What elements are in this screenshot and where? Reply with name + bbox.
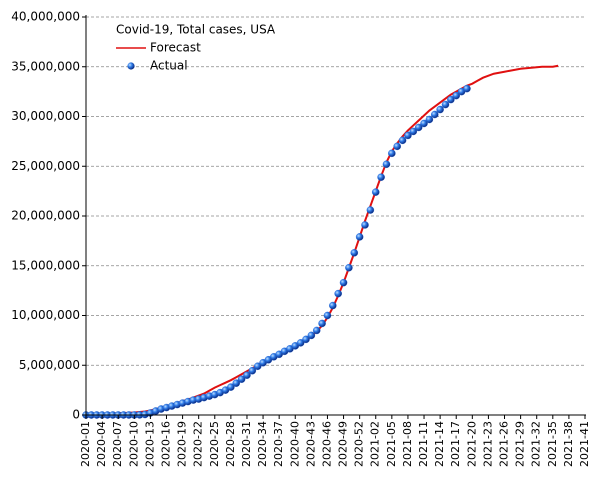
y-tick-label: 20,000,000 bbox=[11, 209, 80, 223]
actual-point bbox=[420, 119, 428, 128]
actual-point bbox=[366, 206, 375, 214]
x-tick-label: 2021-35 bbox=[546, 421, 559, 467]
x-tick-label: 2021-41 bbox=[578, 421, 591, 467]
actual-point bbox=[452, 91, 460, 100]
legend-label: Forecast bbox=[150, 41, 201, 55]
actual-point bbox=[425, 115, 434, 124]
x-tick-label: 2021-29 bbox=[514, 421, 527, 467]
plot bbox=[82, 64, 559, 419]
y-tick-label: 15,000,000 bbox=[11, 258, 80, 272]
x-tick-label: 2020-07 bbox=[111, 421, 124, 467]
actual-point bbox=[323, 311, 332, 320]
x-tick-label: 2021-38 bbox=[562, 421, 575, 467]
y-tick-label: 40,000,000 bbox=[11, 10, 80, 24]
actual-point bbox=[382, 160, 391, 169]
actual-point bbox=[302, 335, 310, 344]
x-tick-label: 2020-22 bbox=[192, 421, 205, 467]
y-tick-label: 10,000,000 bbox=[11, 308, 80, 322]
x-tick-label: 2021-26 bbox=[498, 421, 511, 467]
actual-point bbox=[441, 100, 450, 109]
actual-point bbox=[253, 362, 262, 370]
x-tick-label: 2021-20 bbox=[465, 421, 478, 467]
actual-point bbox=[355, 233, 364, 241]
actual-point bbox=[414, 123, 423, 132]
y-tick-label: 25,000,000 bbox=[11, 159, 80, 173]
actual-point bbox=[350, 249, 359, 257]
actual-point bbox=[334, 289, 342, 298]
x-tick-label: 2021-02 bbox=[369, 421, 382, 467]
actual-point bbox=[345, 263, 353, 272]
x-tick-label: 2020-37 bbox=[272, 421, 285, 467]
grid bbox=[86, 16, 585, 416]
actual-point bbox=[227, 383, 235, 391]
x-tick-label: 2020-13 bbox=[143, 421, 156, 467]
actual-point bbox=[371, 188, 380, 196]
y-tick-label: 35,000,000 bbox=[11, 59, 80, 73]
x-tick-label: 2020-46 bbox=[320, 421, 333, 467]
x-tick-label: 2020-34 bbox=[256, 421, 269, 467]
y-tick-label: 30,000,000 bbox=[11, 109, 80, 123]
x-tick-label: 2020-28 bbox=[224, 421, 237, 467]
x-tick-label: 2021-11 bbox=[417, 421, 430, 467]
x-tick-label: 2021-14 bbox=[433, 421, 446, 467]
x-tick-label: 2020-49 bbox=[337, 421, 350, 467]
actual-point bbox=[312, 326, 321, 335]
x-tick-label: 2021-23 bbox=[481, 421, 494, 467]
actual-point bbox=[296, 339, 305, 347]
actual-point bbox=[329, 301, 337, 310]
actual-point bbox=[431, 110, 439, 119]
x-tick-label: 2020-10 bbox=[127, 421, 140, 467]
x-tick-label: 2020-40 bbox=[288, 421, 301, 467]
x-tick-label: 2020-52 bbox=[353, 421, 366, 467]
actual-point bbox=[409, 127, 418, 136]
x-tick-label: 2020-43 bbox=[304, 421, 317, 467]
actual-point bbox=[361, 221, 369, 229]
legend-label: Actual bbox=[150, 59, 188, 73]
x-tick-label: 2020-01 bbox=[79, 421, 92, 467]
x-tick-label: 2020-19 bbox=[176, 421, 189, 467]
legend-marker bbox=[127, 62, 135, 70]
x-tick-label: 2021-17 bbox=[449, 421, 462, 467]
legend: Forecast Actual bbox=[116, 41, 201, 73]
actual-point bbox=[393, 142, 401, 151]
x-tick-label: 2020-31 bbox=[240, 421, 253, 467]
x-tick-label: 2020-16 bbox=[159, 421, 172, 467]
actual-point bbox=[447, 95, 455, 104]
x-tick-label: 2020-25 bbox=[208, 421, 221, 467]
y-tick-label: 5,000,000 bbox=[19, 358, 80, 372]
actual-point bbox=[243, 371, 251, 379]
y-tick-label: 0 bbox=[72, 408, 80, 422]
legend-title: Covid-19, Total cases, USA bbox=[116, 23, 276, 37]
x-tick-label: 2021-05 bbox=[385, 421, 398, 467]
x-tick-label: 2021-32 bbox=[530, 421, 543, 467]
actual-point bbox=[404, 131, 412, 140]
actual-point bbox=[377, 173, 385, 181]
actual-point bbox=[248, 366, 257, 375]
actual-point bbox=[388, 149, 396, 158]
actual-point bbox=[436, 105, 444, 114]
actual-point bbox=[463, 84, 471, 93]
actual-point bbox=[339, 278, 348, 287]
actual-point bbox=[398, 136, 407, 145]
actual-point bbox=[237, 375, 246, 383]
forecast-line bbox=[86, 64, 559, 415]
actual-point bbox=[318, 319, 326, 328]
x-tick-label: 2021-08 bbox=[401, 421, 414, 467]
x-tick-label: 2020-04 bbox=[95, 421, 108, 467]
actual-point bbox=[307, 331, 316, 340]
actual-point bbox=[232, 379, 240, 387]
